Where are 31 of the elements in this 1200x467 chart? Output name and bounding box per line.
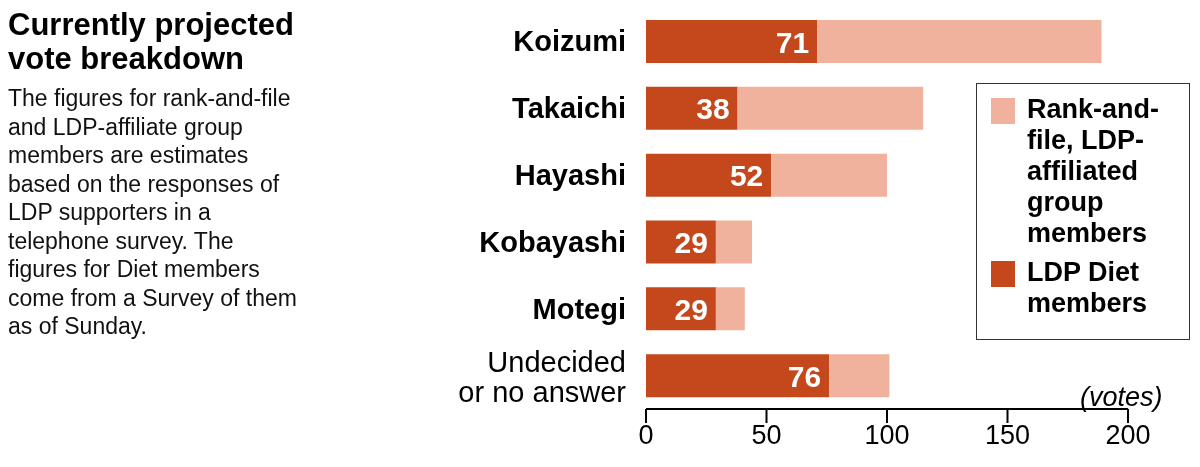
bar <box>646 20 818 64</box>
data-label: 38 <box>696 92 730 126</box>
data-label: 71 <box>775 25 810 59</box>
bar <box>646 354 830 398</box>
data-label: 52 <box>729 159 764 193</box>
bar <box>737 86 924 130</box>
data-label: 29 <box>674 226 708 260</box>
bar <box>715 220 753 264</box>
bar <box>646 153 772 197</box>
x-tick-label: 50 <box>751 420 782 451</box>
bar <box>771 153 887 197</box>
y-tick-label: Takaichi <box>512 92 626 125</box>
y-tick-label: Kobayashi <box>479 225 626 258</box>
data-label: 29 <box>674 292 708 326</box>
data-label: 76 <box>787 359 822 393</box>
text: Currently projected vote breakdown <box>8 7 295 76</box>
text: The figures for rank-and-file and LDP-affiliate group members are estimates based on the responses of LDP supporters in a telephone survey. The figures for Diet members come from a Survey of them as of Sunday. <box>8 85 297 339</box>
x-tick-label: 200 <box>1105 420 1151 451</box>
bar <box>829 354 890 398</box>
legend-label: LDP Diet members <box>1027 257 1149 319</box>
y-tick-label: Hayashi <box>514 159 626 192</box>
legend-label: Rank-and-file, LDP-affiliated group members <box>1027 94 1160 249</box>
x-tick-label: 0 <box>638 420 654 451</box>
bar <box>715 287 745 331</box>
x-axis-title: (votes) <box>1080 382 1163 413</box>
y-tick-label: Motegi <box>532 292 626 325</box>
y-tick-label: Koizumi <box>513 25 626 58</box>
bar <box>817 20 1102 64</box>
x-tick-label: 100 <box>864 420 910 451</box>
y-tick-label: Undecided or no answer <box>458 345 627 408</box>
x-tick-label: 150 <box>984 420 1031 451</box>
